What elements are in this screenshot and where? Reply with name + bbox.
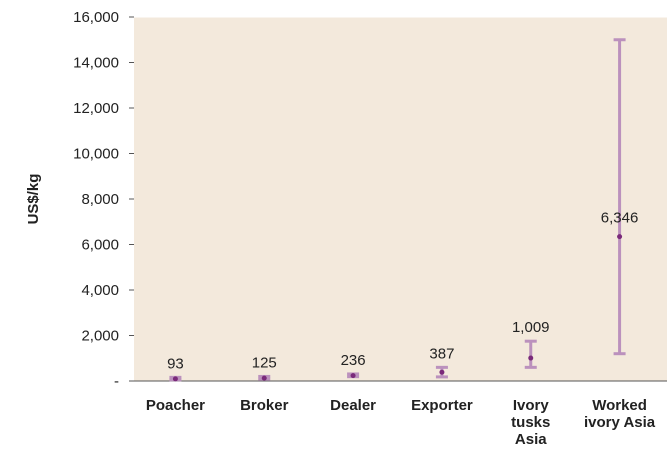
x-category-label-line: Asia <box>515 431 547 448</box>
x-category-label: Poacher <box>146 397 205 414</box>
y-tick-label: 6,000 <box>81 237 119 254</box>
data-label: 93 <box>167 355 184 372</box>
x-category-label: Ivory tusks Asia <box>511 397 550 448</box>
data-point <box>350 373 356 379</box>
y-tick-label: 2,000 <box>81 328 119 345</box>
x-axis: Poacher Broker Dealer Exporter Ivory tusks Asi… <box>146 397 656 448</box>
data-point <box>617 234 623 240</box>
data-marks: 93 125 236 387 1,009 6,346 <box>167 38 639 382</box>
data-label: 1,009 <box>512 319 550 336</box>
data-label: 6,346 <box>601 210 639 227</box>
x-category-label-line: Broker <box>240 397 289 414</box>
y-tick-label: 14,000 <box>73 55 119 72</box>
y-tick-label: 12,000 <box>73 100 119 117</box>
x-category-label-line: Dealer <box>330 397 376 414</box>
y-tick-label: 10,000 <box>73 146 119 163</box>
x-category-label-line: Worked <box>592 397 647 414</box>
y-tick-label: 4,000 <box>81 282 119 299</box>
x-category-label: Worked ivory Asia <box>584 397 656 431</box>
x-category-label-line: ivory Asia <box>584 414 656 431</box>
x-category-label: Broker <box>240 397 289 414</box>
y-axis-label: US$/kg <box>25 174 42 225</box>
x-category-label: Exporter <box>411 397 473 414</box>
x-category-label-line: Poacher <box>146 397 205 414</box>
y-tick-label: - <box>114 373 119 390</box>
data-label: 125 <box>252 354 277 371</box>
data-label: 387 <box>429 345 454 362</box>
x-category-label-line: tusks <box>511 414 550 431</box>
data-point <box>261 375 267 381</box>
x-category-label-line: Exporter <box>411 397 473 414</box>
y-tick-label: 8,000 <box>81 191 119 208</box>
y-tick-label: 16,000 <box>73 9 119 26</box>
x-category-label: Dealer <box>330 397 376 414</box>
data-point <box>439 369 445 375</box>
x-category-label-line: Ivory <box>513 397 550 414</box>
data-point <box>528 355 534 361</box>
y-axis: - 2,000 4,000 6,000 8,000 10,000 12,000 14,000 1… <box>73 9 134 390</box>
plot-area <box>134 17 667 381</box>
data-point <box>172 376 178 382</box>
data-label: 236 <box>341 352 366 369</box>
